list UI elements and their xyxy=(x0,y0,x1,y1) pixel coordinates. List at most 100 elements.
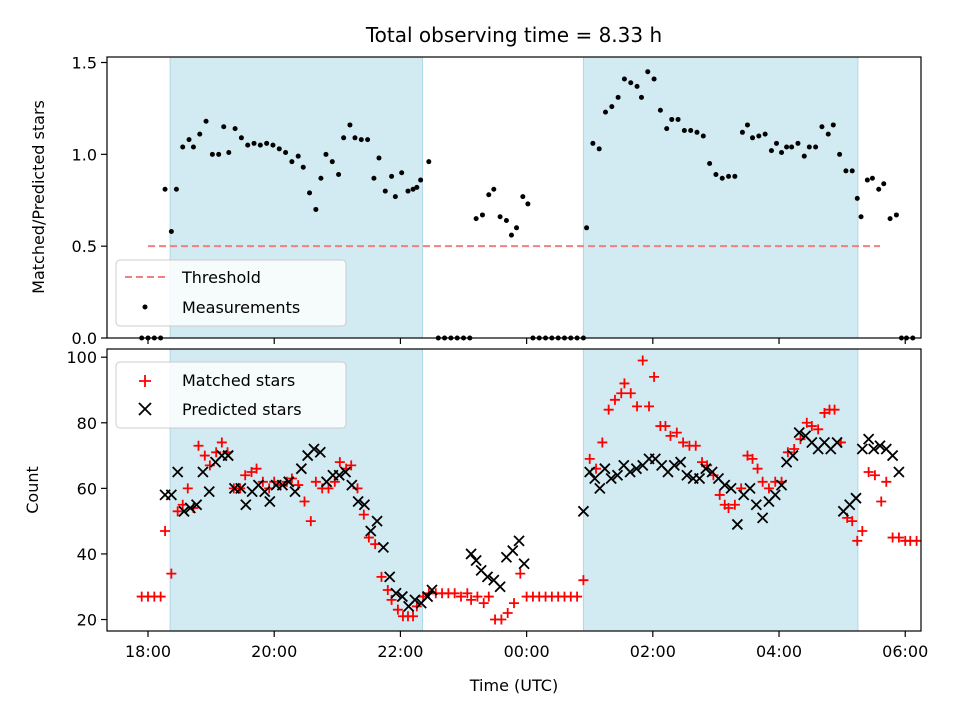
measurements-point xyxy=(732,173,738,179)
matched-stars-point xyxy=(472,591,483,602)
predicted-stars-point xyxy=(731,518,744,531)
matched-stars-point xyxy=(358,509,369,520)
measurements-point xyxy=(634,83,640,89)
legend-predicted-label: Predicted stars xyxy=(182,400,302,419)
measurements-point xyxy=(520,194,526,200)
measurements-point xyxy=(491,186,497,192)
predicted-stars-point xyxy=(283,476,295,488)
matched-stars-point xyxy=(869,470,880,481)
measurements-point xyxy=(270,142,276,148)
matched-stars-point xyxy=(216,437,227,448)
x-tick-label: 18:00 xyxy=(125,642,171,661)
predicted-stars-point xyxy=(507,545,519,557)
measurements-point xyxy=(245,142,251,148)
matched-stars-point xyxy=(160,525,171,536)
measurements-point xyxy=(744,122,750,128)
predicted-stars-point xyxy=(893,466,905,478)
matched-stars-point xyxy=(893,532,904,543)
predicted-stars-point xyxy=(421,590,434,603)
measurements-point xyxy=(209,151,215,157)
predicted-stars-point xyxy=(346,479,358,491)
predicted-stars-point xyxy=(481,571,494,583)
count-panel: 20 40 60 80 100 18:00 20:00 22:00 00:00 02:00 04:0… xyxy=(23,348,928,661)
matched-stars-point xyxy=(155,591,166,602)
y-tick-label: 40 xyxy=(77,545,97,564)
measurements-point xyxy=(221,124,227,130)
measurements-point xyxy=(358,137,364,143)
matched-stars-point xyxy=(182,483,193,494)
predicted-stars-point xyxy=(624,466,636,478)
matched-stars-point xyxy=(757,476,768,487)
matched-stars-point xyxy=(881,476,892,487)
measurements-point xyxy=(657,107,663,113)
matched-stars-point xyxy=(847,516,858,527)
matched-stars-point xyxy=(305,516,316,527)
matched-stars-point xyxy=(678,437,689,448)
measurements-point xyxy=(756,133,762,139)
measurements-point xyxy=(651,76,657,82)
y-tick-label: 1.5 xyxy=(72,54,97,73)
y-tick-label: 80 xyxy=(77,414,97,433)
measurements-point xyxy=(283,150,289,156)
y-tick-label: 20 xyxy=(77,611,97,630)
matched-stars-point xyxy=(584,453,595,464)
measurements-point xyxy=(352,135,358,141)
measurements-point xyxy=(819,124,825,130)
measurements-point xyxy=(694,129,700,135)
measurements-point xyxy=(341,135,347,141)
matched-stars-point xyxy=(515,568,526,579)
predicted-stars-point xyxy=(856,443,868,455)
measurements-point xyxy=(638,94,644,100)
matched-stars-point xyxy=(742,450,753,461)
matched-stars-point xyxy=(789,444,800,455)
measurements-point xyxy=(376,155,382,161)
legend-predicted-swatch xyxy=(138,402,152,416)
y-tick-label: 1.0 xyxy=(72,145,97,164)
count-plot-frame xyxy=(106,348,922,632)
predicted-stars-point xyxy=(494,581,506,593)
measurements-point xyxy=(251,140,257,146)
measurements-point xyxy=(881,181,887,187)
predicted-stars-point xyxy=(333,469,345,481)
measurements-point xyxy=(779,150,785,156)
measurements-point xyxy=(621,76,627,82)
measurements-point xyxy=(238,135,244,141)
measurements-point xyxy=(669,116,675,122)
measurements-point xyxy=(347,122,353,128)
predicted-stars-point xyxy=(589,472,601,485)
measurements-point xyxy=(232,126,238,132)
x-tick-label: 04:00 xyxy=(756,642,802,661)
matched-stars-point xyxy=(747,453,758,464)
matched-stars-point xyxy=(714,489,725,500)
predicted-stars-point xyxy=(599,463,611,475)
predicted-stars-point xyxy=(584,466,596,478)
matched-stars-point xyxy=(649,371,660,382)
predicted-stars-point xyxy=(630,463,643,475)
measurements-point xyxy=(162,186,168,192)
measurements-point xyxy=(876,186,882,192)
measurements-point xyxy=(825,131,831,137)
predicted-stars-point xyxy=(674,456,687,468)
chart-title: Total observing time = 8.33 h xyxy=(365,23,662,47)
measurements-point xyxy=(410,186,416,192)
predicted-stars-point xyxy=(850,492,862,504)
predicted-stars-point xyxy=(396,590,408,603)
matched-stars-point xyxy=(392,604,403,615)
matched-stars-point xyxy=(752,463,763,474)
measurements-point xyxy=(503,217,509,223)
predicted-stars-point xyxy=(172,466,184,478)
y-tick-label: 60 xyxy=(77,479,97,498)
matched-stars-point xyxy=(166,568,177,579)
matched-stars-point xyxy=(363,532,374,543)
measurements-point xyxy=(813,144,819,150)
matched-stars-point xyxy=(665,430,676,441)
matched-stars-point xyxy=(578,575,589,586)
predicted-stars-point xyxy=(184,502,196,514)
measurements-point xyxy=(486,192,492,198)
matched-stars-point xyxy=(172,506,183,517)
measurements-point xyxy=(768,148,774,154)
matched-stars-point xyxy=(619,378,630,389)
predicted-stars-point xyxy=(190,499,203,511)
measurements-point xyxy=(173,186,179,192)
predicted-stars-point xyxy=(750,499,762,511)
